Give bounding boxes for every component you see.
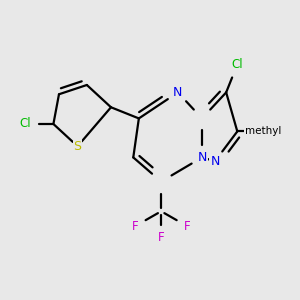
Text: S: S <box>74 140 82 153</box>
Text: Cl: Cl <box>20 118 32 130</box>
Text: F: F <box>184 220 190 233</box>
Text: methyl: methyl <box>245 126 281 136</box>
Text: N: N <box>197 151 207 164</box>
Text: F: F <box>132 220 139 233</box>
Text: N: N <box>173 86 183 99</box>
Text: Cl: Cl <box>232 58 243 71</box>
Text: F: F <box>158 231 164 244</box>
Text: N: N <box>210 154 220 168</box>
